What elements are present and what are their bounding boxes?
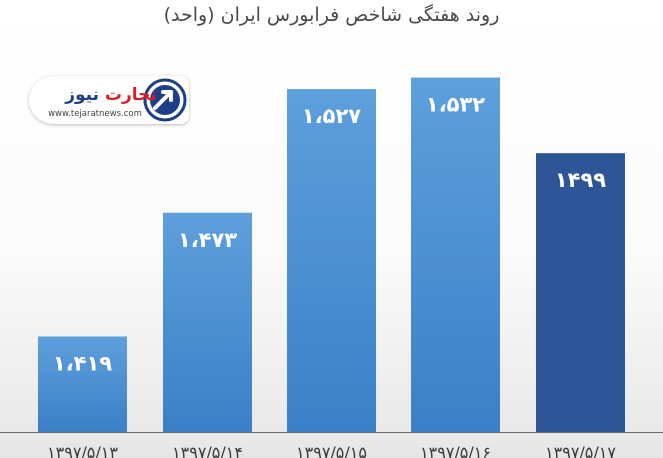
bar (38, 336, 127, 432)
x-tick-label: ۱۳۹۷/۵/۱۵ (296, 443, 367, 458)
bar-data-label: ۱،۴۷۳ (178, 228, 237, 252)
bar (163, 212, 252, 432)
svg-text:تجارت نیوز: تجارت نیوز (64, 85, 157, 105)
bar-data-label: ۱،۵۳۲ (426, 93, 485, 117)
bar-data-label: ۱،۵۲۷ (302, 104, 361, 128)
logo-graphic: تجارت نیوز www.tejaratnews.com (48, 78, 187, 122)
x-tick-label: ۱۳۹۷/۵/۱۴ (172, 443, 243, 458)
x-tick-labels: ۱۳۹۷/۵/۱۳ ۱۳۹۷/۵/۱۴ ۱۳۹۷/۵/۱۵ ۱۳۹۷/۵/۱۶ ۱۳۹۷… (47, 443, 616, 458)
bar-data-label: ۱۴۹۹ (555, 168, 606, 192)
logo-brand-red: تجارت (105, 85, 157, 105)
logo-brand-blue: نیوز (64, 85, 99, 105)
x-tick-label: ۱۳۹۷/۵/۱۳ (47, 443, 118, 458)
bar-data-label: ۱،۴۱۹ (53, 351, 112, 375)
chart-title: روند هفتگی شاخص فرابورس ایران (واحد) (163, 4, 500, 26)
bar (411, 77, 500, 432)
arrow-circle-icon (143, 78, 187, 122)
x-tick-label: ۱۳۹۷/۵/۱۷ (545, 443, 616, 458)
bar (536, 153, 625, 433)
bar (287, 89, 376, 432)
bars-layer: ۱،۴۱۹ ۱،۴۷۳ ۱،۵۲۷ ۱،۵۳۲ ۱۴۹۹ (38, 77, 625, 433)
tejaratnews-logo: تجارت نیوز www.tejaratnews.com (29, 76, 189, 124)
x-tick-label: ۱۳۹۷/۵/۱۶ (420, 443, 491, 458)
logo-url: www.tejaratnews.com (48, 109, 142, 119)
